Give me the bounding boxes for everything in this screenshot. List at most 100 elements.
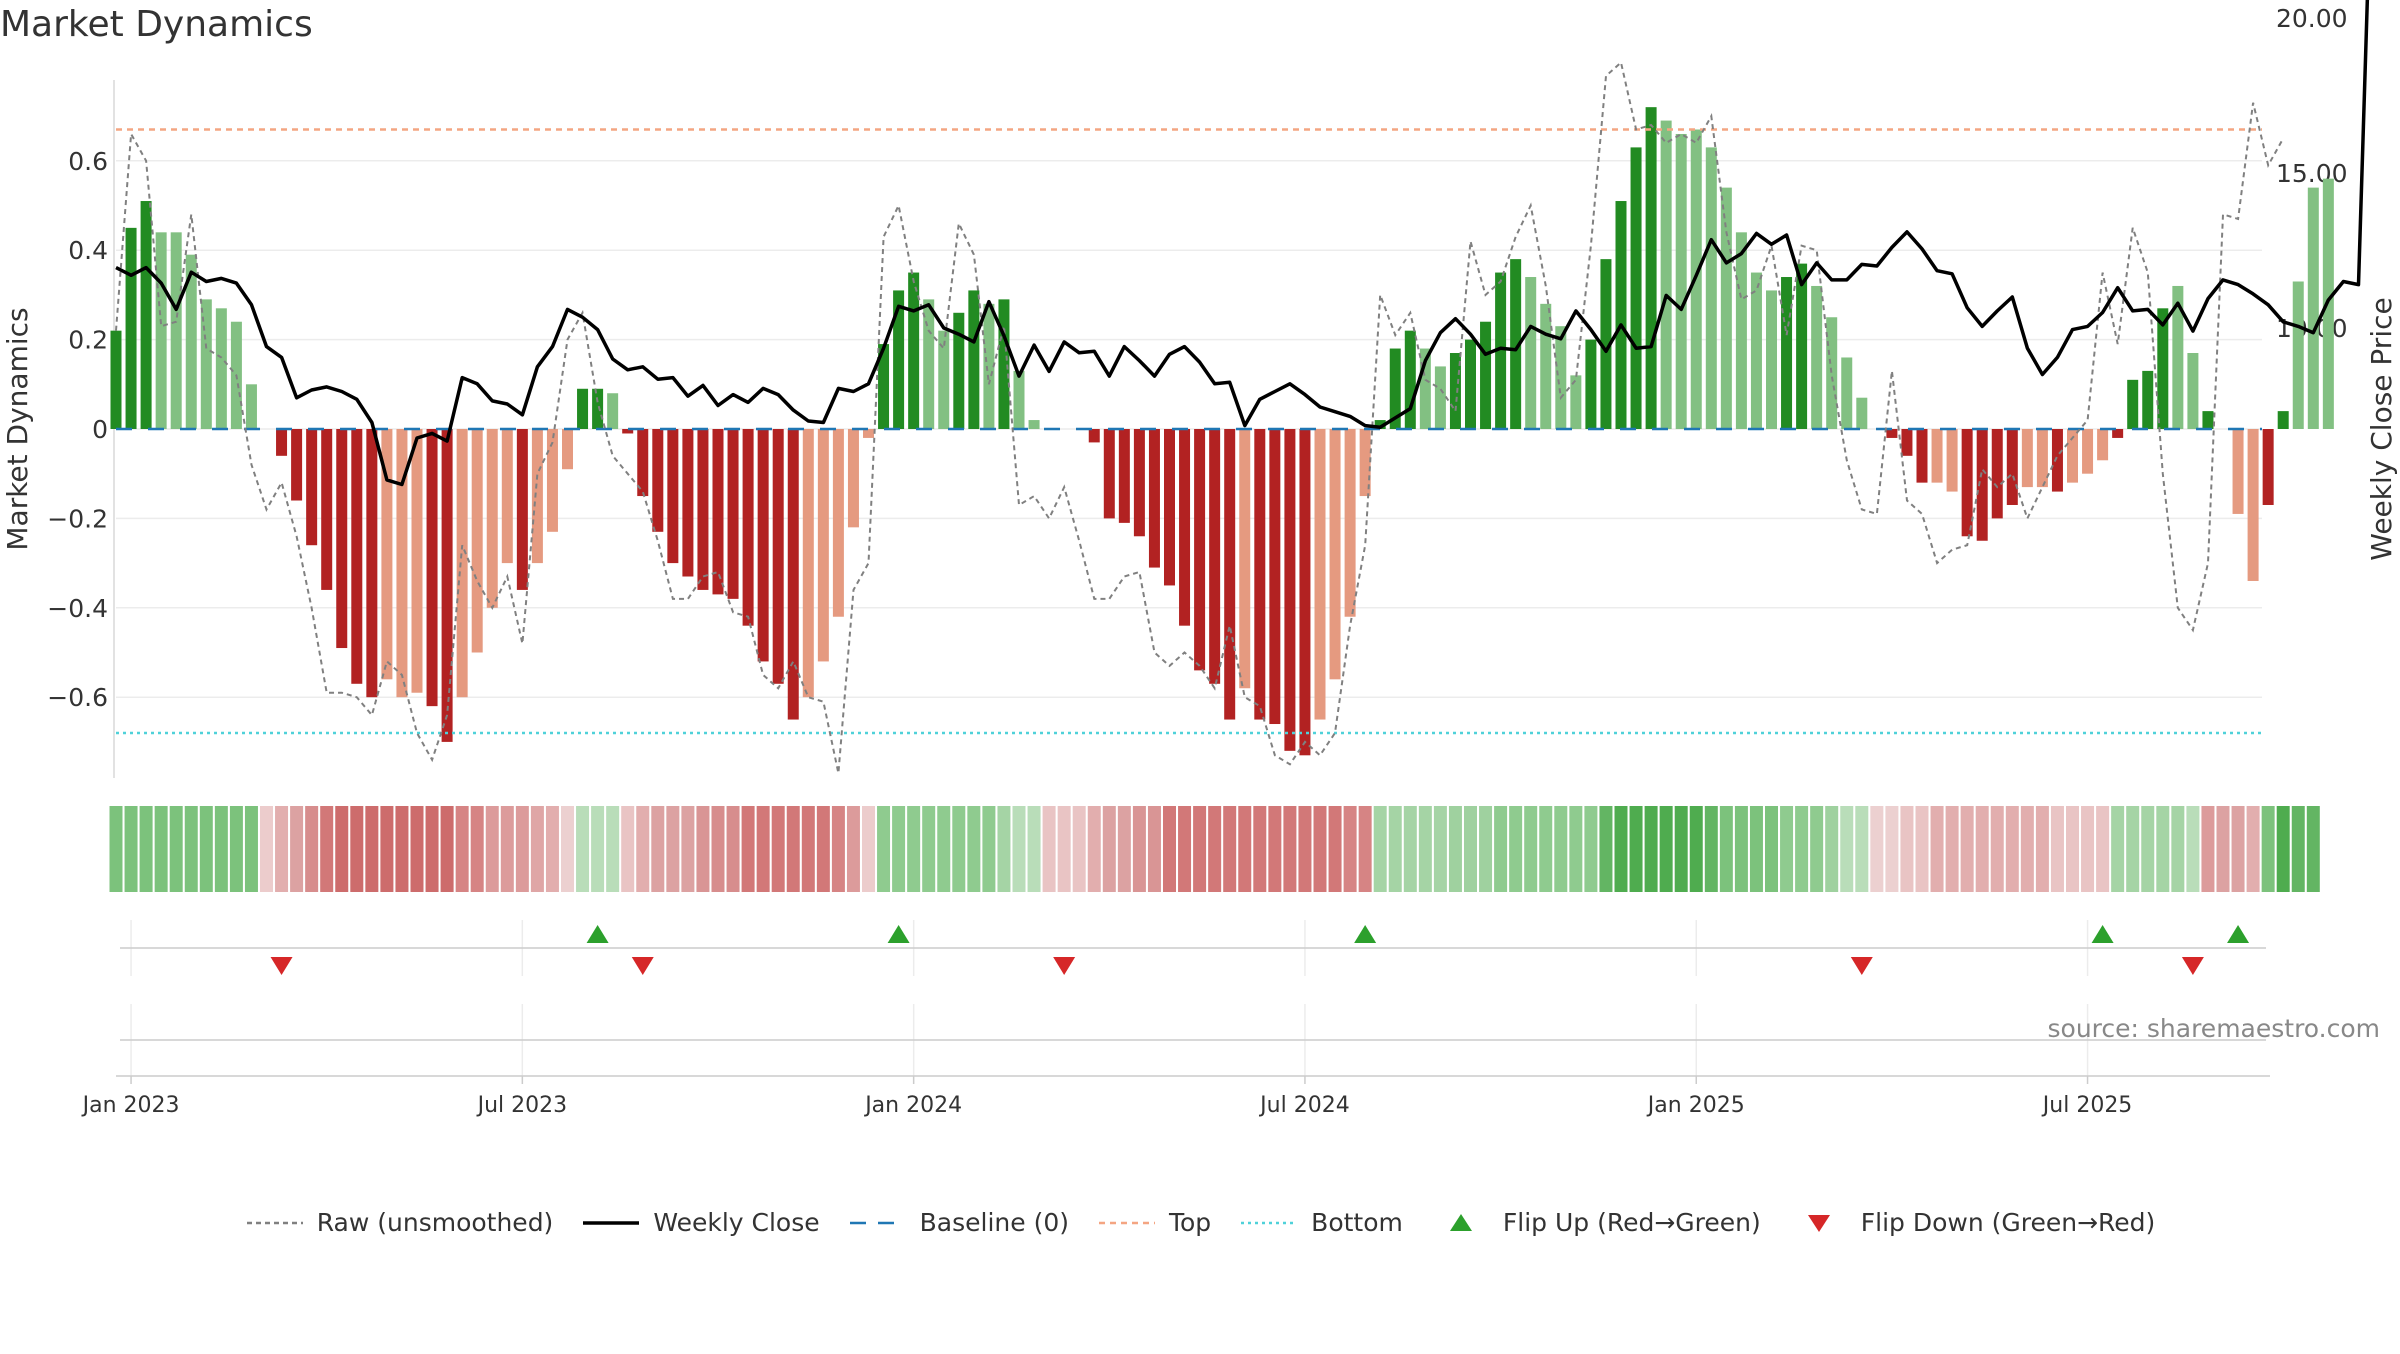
heat-cell [1810, 806, 1824, 892]
dynamics-bar [682, 429, 694, 577]
heat-cell [862, 806, 875, 892]
heat-cell [1418, 806, 1432, 892]
dynamics-bar [2262, 429, 2274, 505]
heat-cell [1855, 806, 1869, 892]
legend-item-flip_down: Flip Down (Green→Red) [1789, 1208, 2155, 1237]
legend-item-bottom: Bottom [1239, 1208, 1403, 1237]
dynamics-bar [893, 290, 905, 429]
heat-cell [1870, 806, 1884, 892]
heat-cell [1734, 806, 1748, 892]
legend-label: Baseline (0) [919, 1208, 1069, 1237]
dynamics-bar [351, 429, 363, 684]
dynamics-bar [291, 429, 303, 501]
legend-label: Bottom [1311, 1208, 1403, 1237]
heat-cell [1147, 806, 1161, 892]
dynamics-bar [1209, 429, 1221, 684]
heat-cell [1313, 806, 1327, 892]
dynamics-bar [471, 429, 483, 653]
heat-cell [1780, 806, 1794, 892]
heat-cell [771, 806, 785, 892]
dynamics-bar [155, 232, 167, 429]
dynamics-bar [546, 429, 558, 532]
dynamics-bar [1856, 397, 1868, 429]
dynamics-bar [2232, 429, 2244, 514]
heat-cell [1102, 806, 1116, 892]
heat-cell [184, 806, 198, 892]
heat-cell [425, 806, 439, 892]
dynamics-bar [1239, 429, 1251, 689]
heat-cell [1539, 806, 1553, 892]
heat-cell [1479, 806, 1493, 892]
y2-tick-label: 20.00 [2276, 4, 2348, 33]
heat-cell [1795, 806, 1809, 892]
dynamics-bar [1525, 277, 1537, 429]
dynamics-bar [125, 227, 137, 429]
heat-cell [1840, 806, 1854, 892]
dynamics-bar [441, 429, 453, 742]
dynamics-bar [1118, 429, 1130, 523]
heat-cell [636, 806, 650, 892]
heat-cell [997, 806, 1011, 892]
heat-cell [2171, 806, 2185, 892]
dynamics-bar [832, 429, 844, 617]
x-tick-label: Jul 2024 [1258, 1093, 1350, 1118]
flip-up-marker [887, 925, 910, 943]
heat-cell [2306, 806, 2320, 892]
heat-cell [666, 806, 680, 892]
dynamics-bar [411, 429, 423, 693]
legend-swatch-raw [246, 1221, 303, 1224]
dynamics-bar [983, 303, 995, 429]
heat-cell [1268, 806, 1282, 892]
dynamics-bar [1886, 429, 1898, 438]
dynamics-bar [1615, 201, 1627, 429]
dynamics-bar [878, 344, 890, 429]
x-tick-label: Jan 2023 [81, 1093, 180, 1118]
dynamics-bar [1961, 429, 1973, 537]
dynamics-bar [1389, 348, 1401, 429]
y-tick-label: −0.6 [47, 683, 108, 712]
heat-cell [440, 806, 454, 892]
heat-cell [1042, 806, 1056, 892]
dynamics-bar [2277, 411, 2289, 429]
flip-down-marker [2181, 957, 2204, 975]
dynamics-bar [1991, 429, 2003, 519]
dynamics-bar [1645, 107, 1657, 429]
dynamics-bar [2051, 429, 2063, 492]
heat-cell [139, 806, 153, 892]
dynamics-bar [1811, 285, 1823, 429]
heat-cell [1749, 806, 1763, 892]
heat-cell [1554, 806, 1568, 892]
heat-cell [1915, 806, 1929, 892]
legend-swatch-top [1098, 1221, 1155, 1224]
heat-cell [1659, 806, 1673, 892]
heat-cell [726, 806, 740, 892]
heat-cell [2020, 806, 2034, 892]
heat-cell [1027, 806, 1041, 892]
heat-cell [1178, 806, 1192, 892]
dynamics-bar [306, 429, 318, 546]
heat-cell [1012, 806, 1026, 892]
dynamics-bar [637, 429, 649, 497]
dynamics-bar [1254, 429, 1266, 720]
heat-cell [1238, 806, 1252, 892]
dynamics-bar [1976, 429, 1988, 541]
heat-cell [500, 806, 514, 892]
heat-cell [801, 806, 815, 892]
heat-cell [305, 806, 319, 892]
dynamics-bar [1570, 375, 1582, 429]
dynamics-bar [321, 429, 333, 590]
heat-cell [2081, 806, 2095, 892]
dynamics-bar [1133, 429, 1145, 537]
heat-cell [1524, 806, 1538, 892]
legend-label: Flip Up (Red→Green) [1502, 1208, 1761, 1237]
heat-cell [380, 806, 394, 892]
dynamics-bar [652, 429, 664, 532]
heat-cell [877, 806, 891, 892]
dynamics-bar [1194, 429, 1206, 671]
dynamics-bar [1675, 133, 1687, 430]
heat-cell [1208, 806, 1222, 892]
dynamics-bar [712, 429, 724, 595]
dynamics-bar [1705, 147, 1717, 429]
heat-cell [1689, 806, 1703, 892]
